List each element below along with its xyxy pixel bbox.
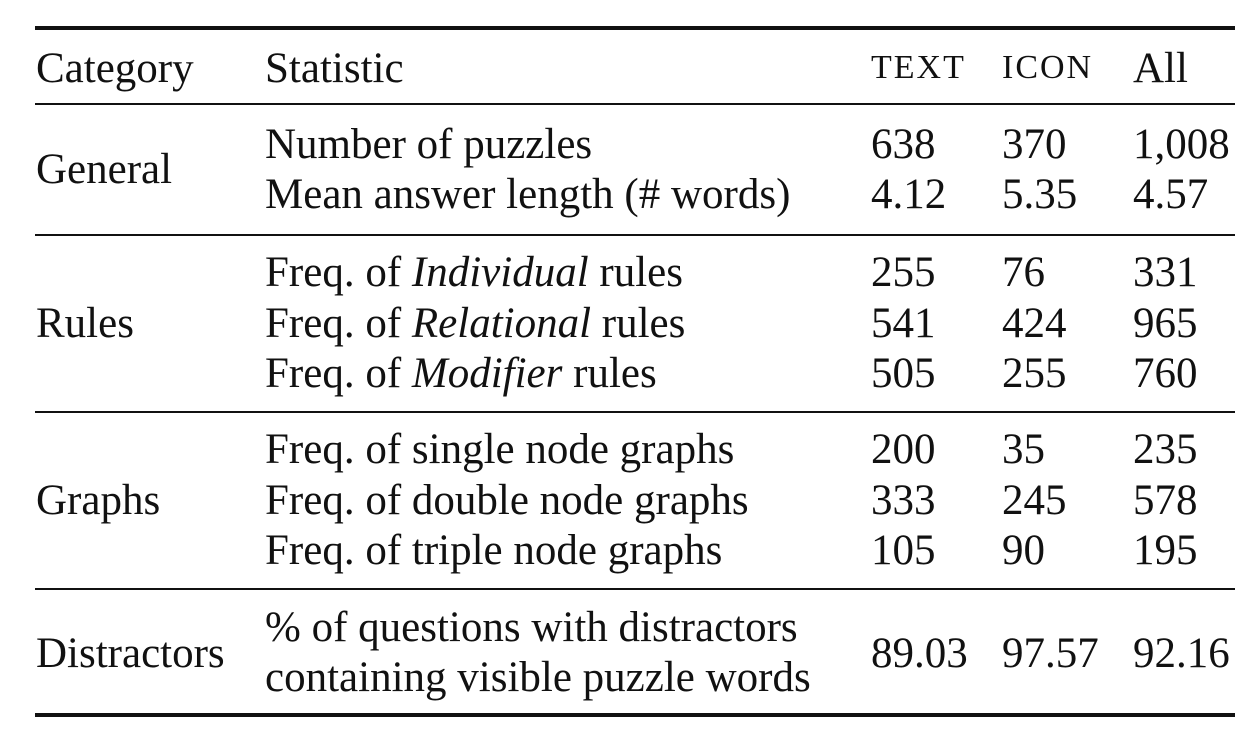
graphs-rule — [35, 588, 1235, 590]
stat-label: Freq. of double node graphs — [265, 477, 749, 524]
value-text: 541 — [871, 300, 936, 347]
value-all: 1,008 — [1133, 121, 1230, 168]
category-distractors: Distractors — [36, 630, 225, 677]
value-text: 255 — [871, 249, 936, 296]
value-all: 331 — [1133, 249, 1198, 296]
stat-label: Freq. of Modifier rules — [265, 352, 657, 395]
stat-suffix: rules — [588, 249, 683, 296]
top-rule — [35, 26, 1235, 30]
value-icon: 35 — [1002, 426, 1045, 473]
stat-label: Number of puzzles — [265, 121, 593, 168]
value-text: 89.03 — [871, 630, 968, 677]
header-icon: ICON — [1002, 49, 1094, 86]
header-statistic: Statistic — [265, 45, 404, 92]
value-text: 4.12 — [871, 171, 947, 218]
value-all: 4.57 — [1133, 171, 1209, 218]
value-icon: 424 — [1002, 300, 1067, 347]
value-all: 760 — [1133, 350, 1198, 397]
stat-emphasis: Modifier — [411, 350, 563, 397]
value-icon: 76 — [1002, 249, 1045, 296]
value-text: 333 — [871, 477, 936, 524]
stat-label-line-1: % of questions with distractors — [265, 604, 798, 651]
value-text: 505 — [871, 350, 936, 397]
value-text: 105 — [871, 527, 936, 574]
stat-label: Freq. of single node graphs — [265, 426, 735, 473]
stat-prefix: Freq. of — [265, 300, 412, 347]
stat-suffix: rules — [562, 350, 657, 397]
stat-prefix: Freq. of — [265, 249, 412, 296]
value-icon: 245 — [1002, 477, 1067, 524]
value-text: 638 — [871, 121, 936, 168]
stat-suffix: rules — [591, 300, 686, 347]
header-text: TEXT — [871, 49, 966, 86]
stat-emphasis: Individual — [411, 249, 589, 296]
category-graphs: Graphs — [36, 477, 161, 524]
header-category: Category — [36, 45, 194, 92]
value-all: 195 — [1133, 527, 1198, 574]
bottom-rule — [35, 713, 1235, 717]
value-icon: 255 — [1002, 350, 1067, 397]
value-icon: 5.35 — [1002, 171, 1078, 218]
stat-label: Freq. of triple node graphs — [265, 527, 723, 574]
header-rule — [35, 103, 1235, 105]
rules-rule — [35, 411, 1235, 413]
value-all: 965 — [1133, 300, 1198, 347]
value-all: 235 — [1133, 426, 1198, 473]
value-all: 92.16 — [1133, 630, 1230, 677]
general-rule — [35, 234, 1235, 236]
value-icon: 97.57 — [1002, 630, 1099, 677]
stat-prefix: Freq. of — [265, 350, 412, 397]
value-all: 578 — [1133, 477, 1198, 524]
value-icon: 90 — [1002, 527, 1045, 574]
stat-label: Mean answer length (# words) — [265, 171, 791, 218]
category-general: General — [36, 146, 173, 193]
stat-label: Freq. of Individual rules — [265, 251, 683, 294]
header-all: All — [1133, 45, 1188, 92]
stat-label: Freq. of Relational rules — [265, 302, 685, 345]
category-rules: Rules — [36, 300, 134, 347]
stat-label-line-2: containing visible puzzle words — [265, 654, 811, 701]
value-text: 200 — [871, 426, 936, 473]
stat-emphasis: Relational — [411, 300, 592, 347]
value-icon: 370 — [1002, 121, 1067, 168]
